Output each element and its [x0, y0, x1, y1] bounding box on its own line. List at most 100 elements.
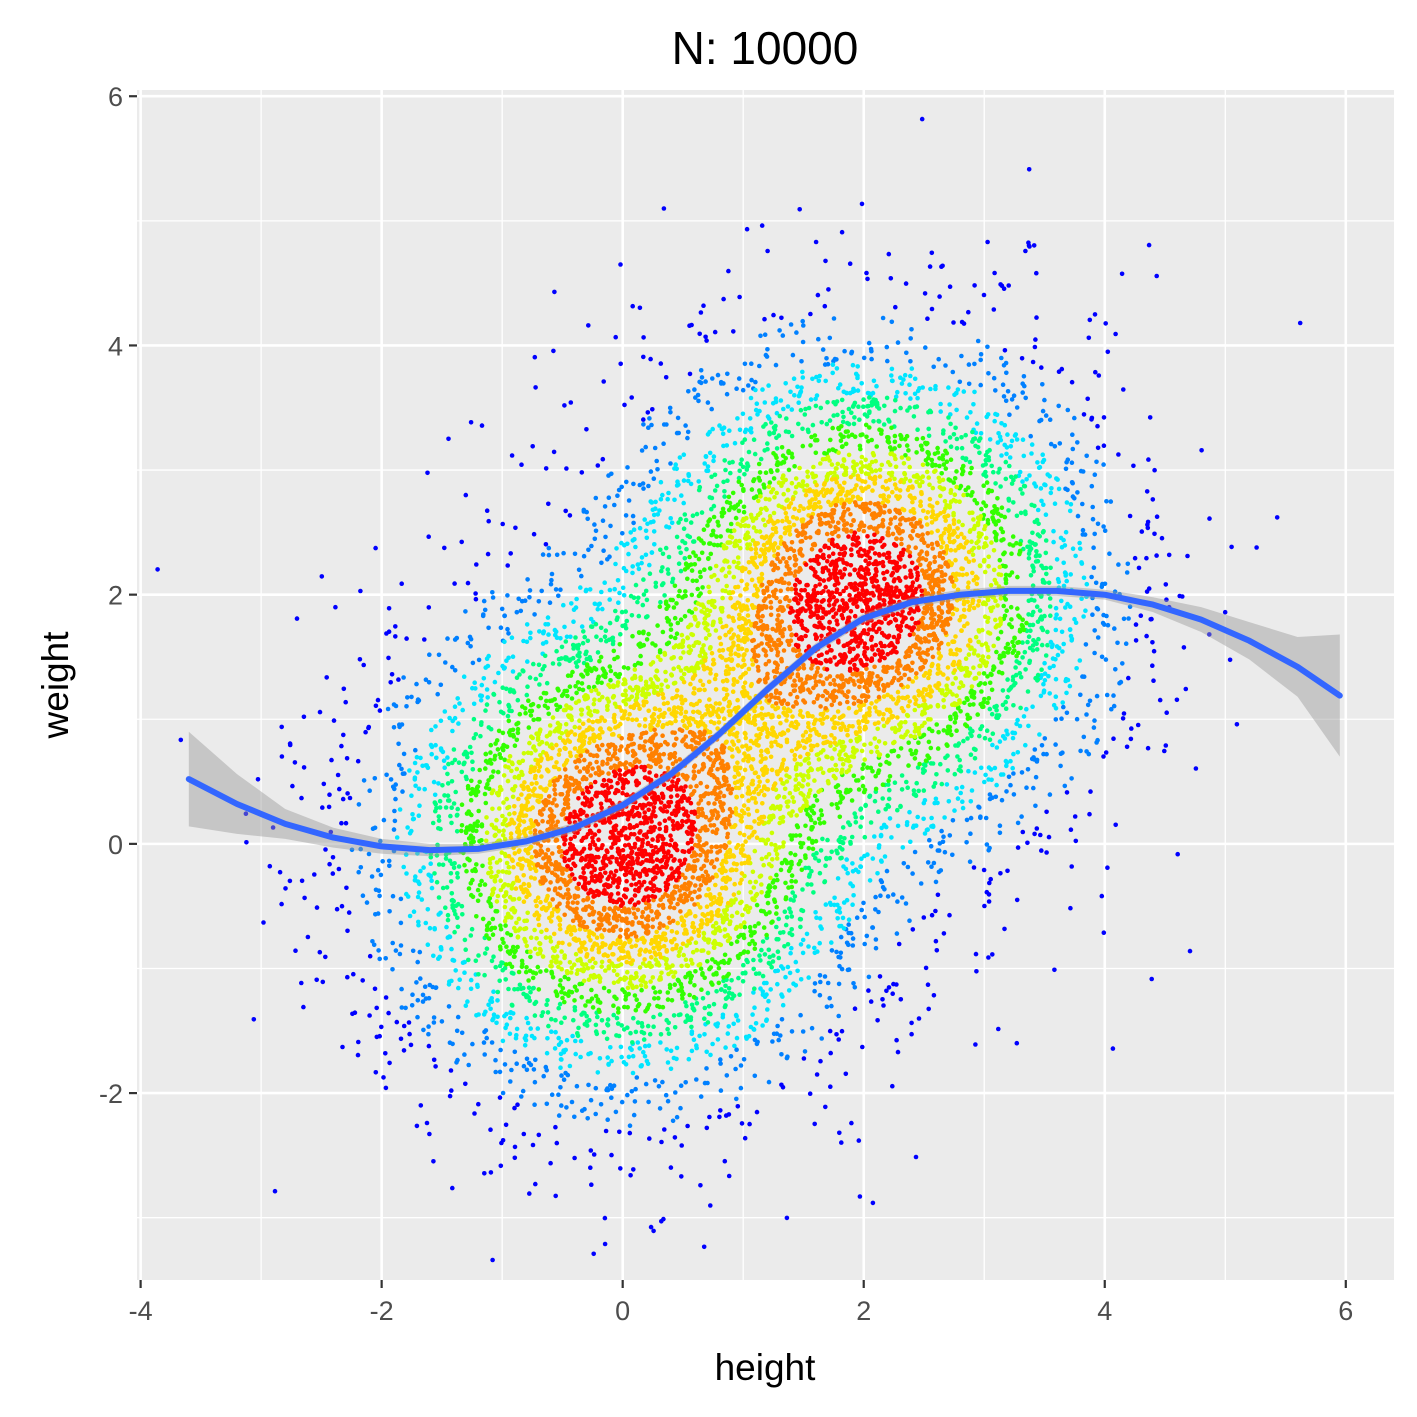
data-point — [793, 787, 798, 792]
data-point — [1037, 732, 1042, 737]
data-point — [873, 945, 879, 951]
data-point — [735, 953, 741, 959]
data-point — [414, 980, 419, 985]
data-point — [546, 1023, 551, 1029]
data-point — [862, 757, 867, 762]
data-point — [779, 1017, 785, 1022]
data-point — [968, 493, 974, 498]
data-point — [524, 1067, 530, 1073]
data-point — [585, 1116, 590, 1121]
data-point — [847, 261, 853, 267]
data-point — [583, 588, 589, 594]
data-point — [981, 559, 987, 564]
data-point — [728, 470, 733, 476]
data-point — [813, 450, 819, 456]
data-point — [709, 495, 715, 501]
data-point — [1074, 666, 1079, 671]
data-point — [1000, 734, 1006, 739]
data-point — [698, 1183, 703, 1188]
data-point — [442, 545, 447, 551]
data-point — [960, 799, 965, 804]
data-point — [504, 658, 509, 663]
data-point — [500, 869, 506, 874]
data-point — [705, 523, 710, 528]
data-point — [935, 702, 941, 708]
data-point — [669, 520, 675, 526]
data-point — [483, 1028, 489, 1033]
data-point — [397, 762, 402, 768]
data-point — [1026, 551, 1032, 556]
data-point — [436, 862, 442, 867]
data-point — [537, 946, 543, 952]
data-point — [981, 472, 986, 477]
data-point — [631, 595, 637, 600]
data-point — [474, 828, 479, 834]
data-point — [697, 331, 702, 337]
data-point — [674, 1045, 680, 1051]
data-point — [514, 737, 520, 743]
data-point — [778, 1033, 783, 1038]
data-point — [961, 321, 967, 326]
data-point — [866, 988, 871, 993]
data-point — [778, 815, 783, 821]
data-point — [759, 890, 764, 895]
data-point — [658, 361, 664, 366]
data-point — [973, 951, 979, 957]
data-point — [1027, 539, 1033, 544]
data-point — [934, 772, 939, 777]
data-point — [383, 1085, 389, 1091]
data-point — [794, 772, 800, 778]
data-point — [790, 795, 795, 800]
data-point — [1144, 633, 1149, 639]
data-point — [481, 676, 487, 681]
data-point — [933, 938, 939, 944]
data-point — [1031, 785, 1036, 791]
data-point — [1026, 634, 1032, 639]
data-point — [874, 444, 879, 449]
data-point — [380, 859, 386, 864]
data-point — [606, 699, 612, 704]
data-point — [998, 772, 1004, 777]
data-point — [443, 905, 448, 910]
data-point — [723, 1003, 728, 1008]
data-point — [575, 968, 580, 973]
data-point — [1052, 501, 1058, 507]
data-point — [549, 964, 554, 969]
data-point — [866, 340, 872, 346]
data-point — [965, 492, 970, 498]
data-point — [548, 581, 554, 587]
data-point — [504, 744, 510, 750]
data-point — [979, 724, 985, 729]
data-point — [711, 1001, 717, 1007]
data-point — [462, 937, 468, 943]
data-point — [698, 591, 703, 596]
data-point — [592, 697, 597, 702]
data-point — [676, 593, 681, 599]
data-point — [1039, 743, 1045, 748]
data-point — [542, 653, 548, 659]
data-point — [399, 766, 404, 772]
data-point — [1163, 743, 1169, 748]
data-point — [843, 441, 849, 447]
data-point — [496, 869, 501, 875]
data-point — [789, 927, 794, 932]
data-point — [503, 898, 509, 904]
data-point — [705, 432, 711, 437]
data-point — [714, 989, 719, 994]
data-point — [884, 344, 890, 350]
data-point — [578, 1038, 584, 1044]
data-point — [614, 617, 620, 623]
data-point — [1003, 476, 1009, 482]
data-point — [585, 516, 590, 522]
data-point — [837, 382, 843, 387]
data-point — [941, 698, 946, 703]
data-point — [699, 987, 704, 992]
data-point — [433, 801, 439, 807]
data-point — [1047, 417, 1053, 423]
data-point — [629, 1089, 635, 1094]
data-point — [473, 591, 478, 596]
data-point — [1073, 838, 1079, 844]
data-point — [978, 765, 984, 771]
data-point — [549, 1016, 554, 1022]
data-point — [1004, 608, 1009, 613]
